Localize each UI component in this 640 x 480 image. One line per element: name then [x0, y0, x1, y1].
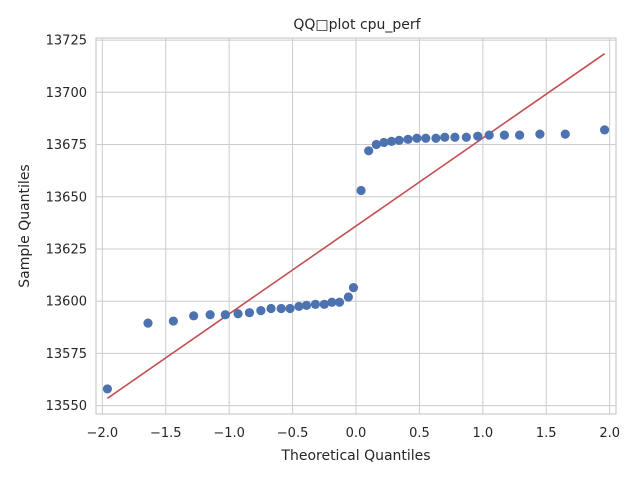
data-point: [205, 310, 215, 320]
data-point: [599, 125, 610, 135]
y-tick-label: 13625: [46, 242, 87, 257]
data-point: [168, 316, 178, 326]
data-point: [431, 133, 441, 143]
data-point: [473, 131, 483, 141]
data-point: [319, 299, 329, 309]
data-point: [310, 299, 321, 309]
x-tick-labels: −2.0 −1.5 −1.0 −0.5 0.0 0.5 1.0 1.5 2.0: [87, 426, 620, 441]
data-point: [535, 129, 545, 139]
data-point: [364, 146, 374, 156]
data-point: [560, 129, 570, 139]
x-tick-label: 2.0: [599, 426, 620, 441]
data-point: [515, 130, 525, 140]
data-point: [294, 301, 304, 312]
data-point: [394, 135, 404, 145]
data-point: [189, 311, 199, 321]
x-tick-label: −0.5: [277, 426, 309, 441]
y-tick-label: 13650: [46, 190, 87, 205]
data-point: [285, 303, 295, 314]
y-axis-label: Sample Quantiles: [17, 164, 33, 287]
y-tick-label: 13550: [46, 399, 87, 414]
data-point: [450, 132, 460, 142]
data-point: [386, 136, 397, 146]
data-point: [499, 130, 509, 140]
x-tick-label: 1.5: [536, 426, 557, 441]
data-point: [256, 306, 266, 316]
data-points: [102, 125, 610, 394]
data-point: [412, 133, 422, 143]
x-tick-label: 0.0: [346, 426, 367, 441]
data-point: [356, 185, 366, 196]
x-tick-label: 0.5: [409, 426, 430, 441]
data-point: [327, 297, 337, 307]
data-point: [484, 130, 494, 140]
y-tick-label: 13575: [46, 347, 87, 362]
data-point: [379, 137, 389, 148]
y-tick-label: 13675: [46, 138, 87, 153]
data-point: [233, 309, 243, 319]
data-point: [421, 133, 431, 143]
data-point: [301, 300, 312, 310]
reference-line-group: [106, 53, 606, 399]
data-point: [334, 297, 345, 307]
chart-title: QQ□plot cpu_perf: [293, 17, 421, 33]
data-point: [371, 139, 381, 150]
x-tick-label: −2.0: [87, 426, 119, 441]
reference-line: [106, 53, 606, 399]
data-point: [266, 303, 276, 314]
data-point: [244, 308, 255, 318]
data-point: [102, 384, 113, 394]
y-tick-label: 13600: [46, 295, 87, 310]
y-tick-label: 13725: [46, 34, 87, 49]
data-point: [220, 310, 230, 320]
data-point: [348, 283, 359, 293]
x-tick-label: −1.0: [213, 426, 245, 441]
x-tick-label: −1.5: [150, 426, 182, 441]
axes-border: [95, 37, 617, 415]
grid-lines: [96, 38, 616, 414]
data-point: [440, 132, 450, 142]
data-point: [403, 134, 413, 144]
data-point: [461, 132, 471, 142]
data-point: [343, 292, 353, 302]
data-point: [143, 318, 153, 328]
x-tick-label: 1.0: [472, 426, 493, 441]
axes-frame: [95, 37, 617, 415]
y-tick-labels: 13550 13575 13600 13625 13650 13675 13700 13725: [46, 34, 87, 415]
data-point: [276, 303, 286, 314]
x-axis-label: Theoretical Quantiles: [280, 448, 430, 464]
y-tick-label: 13700: [46, 86, 87, 101]
